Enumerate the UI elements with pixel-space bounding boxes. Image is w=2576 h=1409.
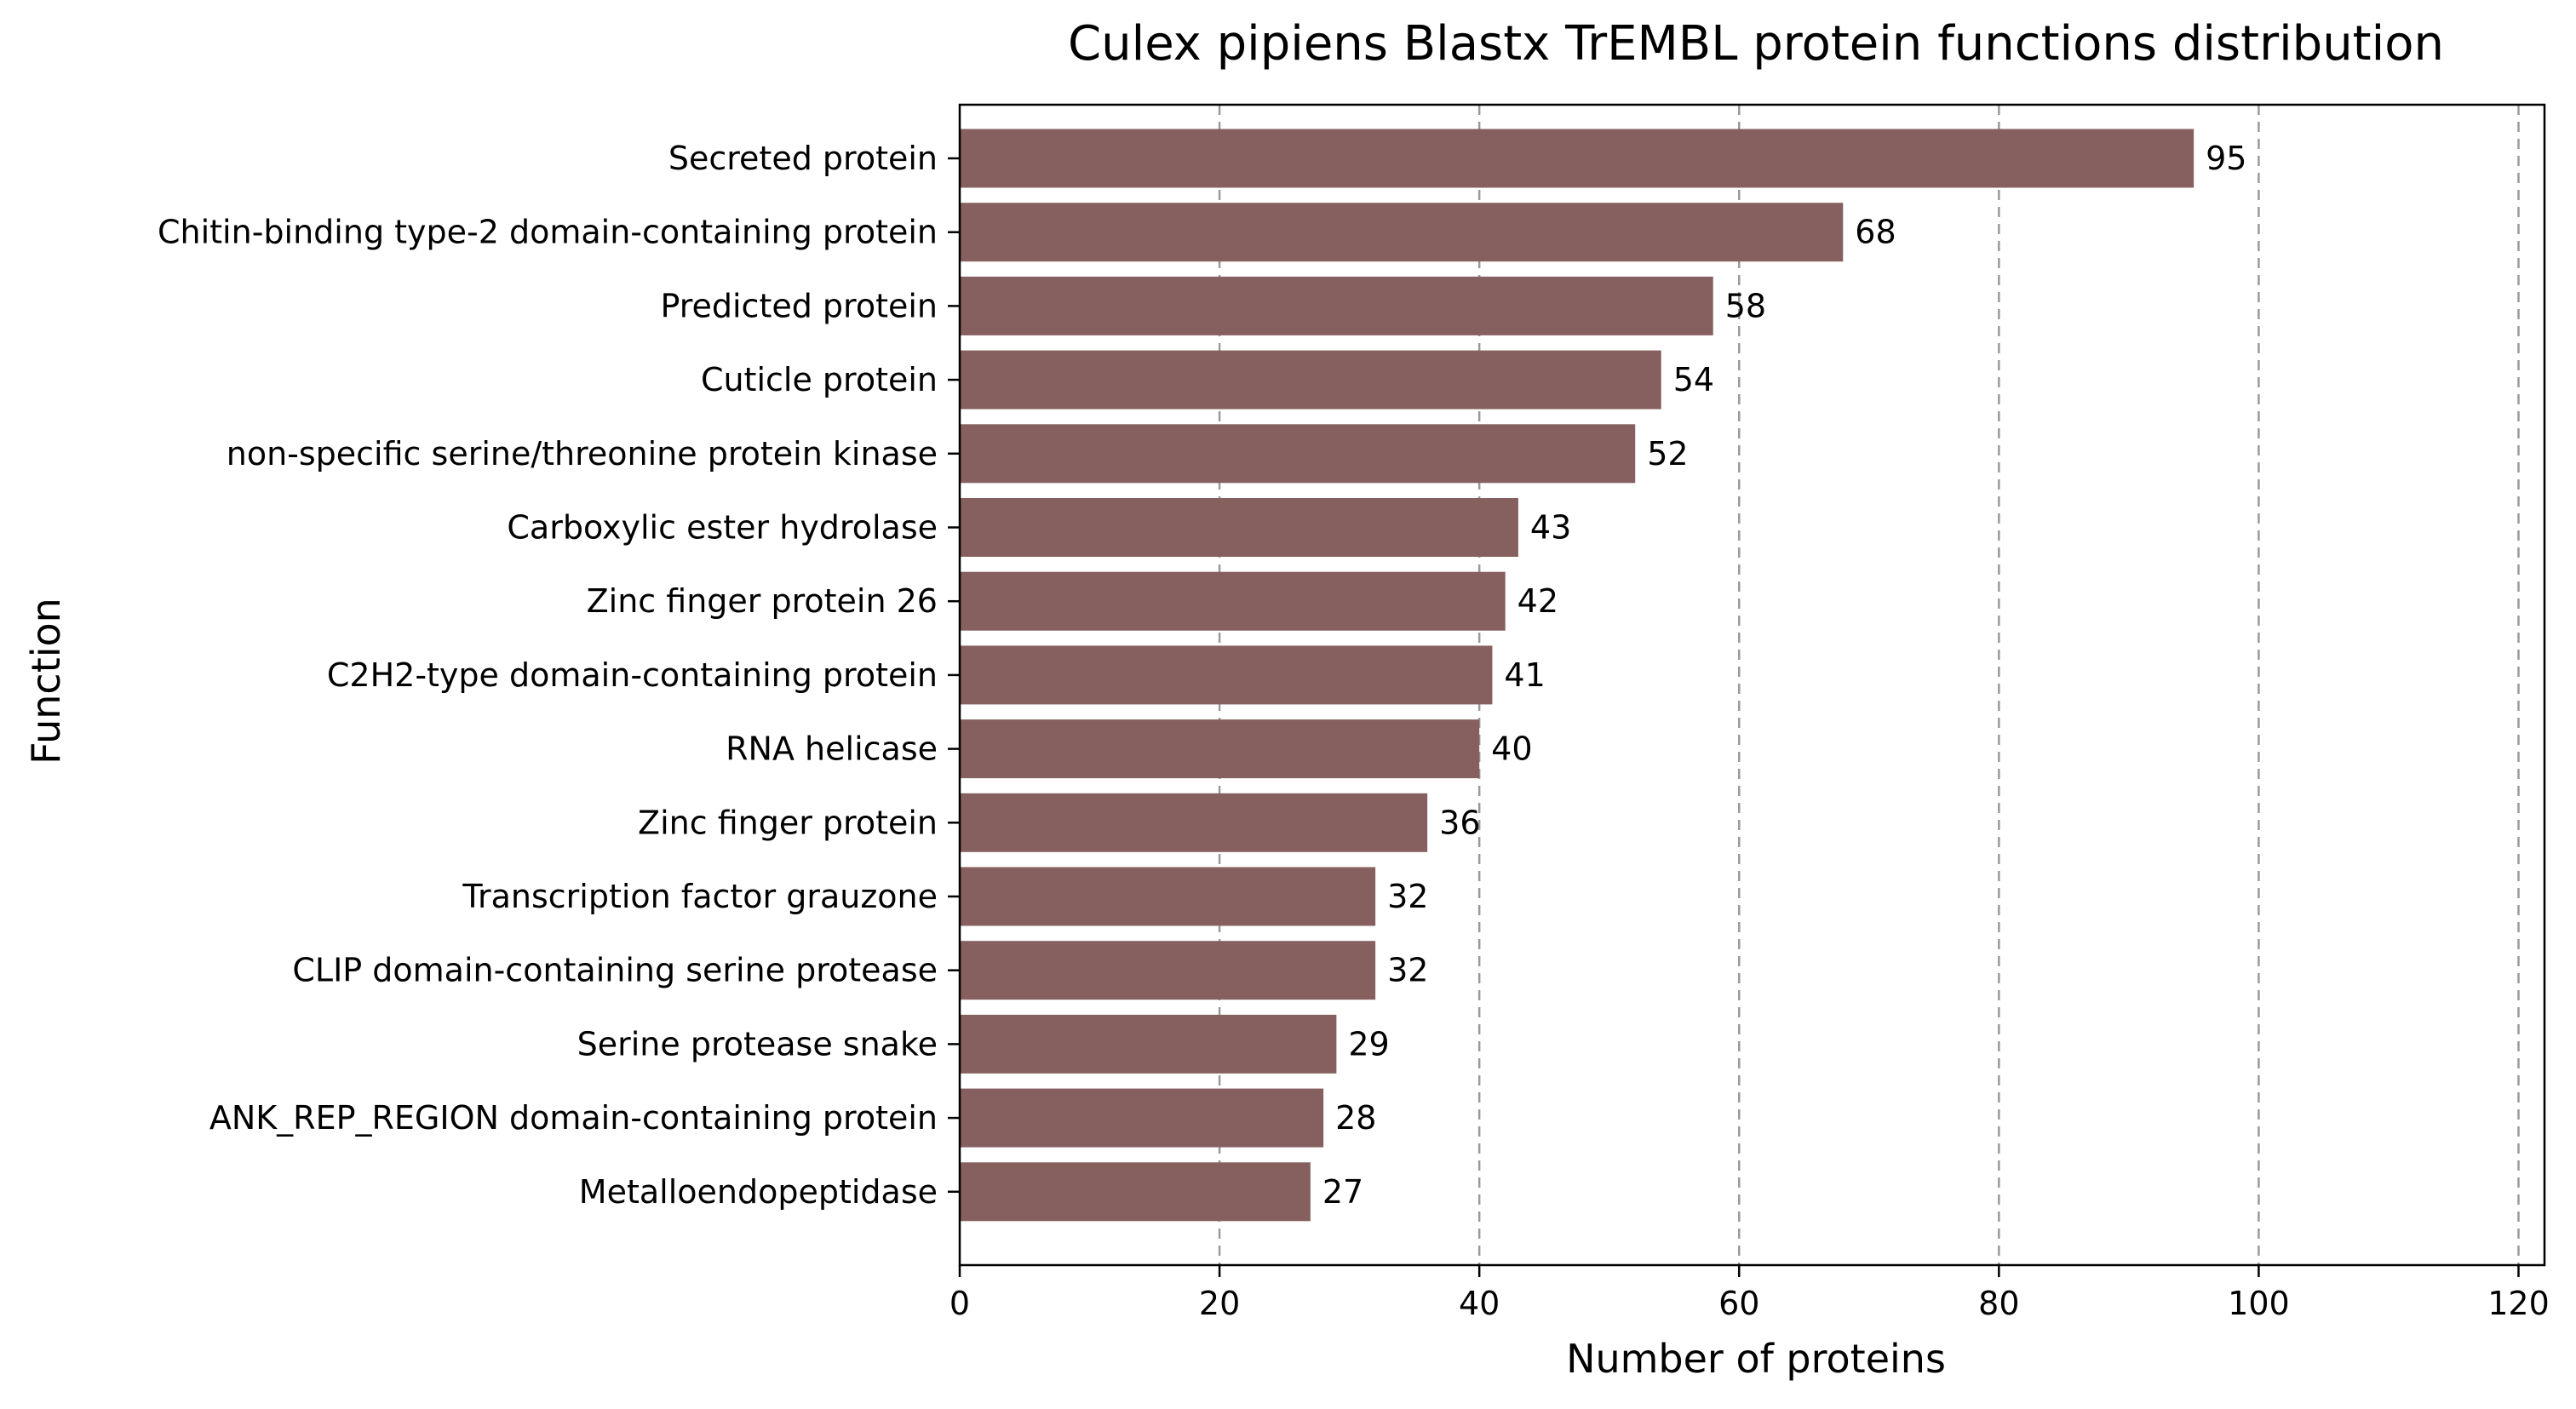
value-label-2: 68 <box>1855 214 1896 251</box>
x-tick-label-80: 80 <box>1978 1285 2019 1322</box>
y-tick-label-6: Carboxylic ester hydrolase <box>507 509 938 547</box>
bars <box>960 129 2194 1222</box>
y-tick-labels: Secreted protein Chitin-binding type-2 do… <box>158 140 960 1211</box>
bar-15 <box>960 1162 1311 1222</box>
y-tick-label-5: non-specific serine/threonine protein ki… <box>227 435 938 473</box>
bar-6 <box>960 498 1518 557</box>
y-tick-label-2: Chitin-binding type-2 domain-containing … <box>158 214 938 251</box>
plot-frame <box>958 103 2546 1267</box>
bar-10 <box>960 793 1428 852</box>
value-label-6: 43 <box>1530 509 1571 547</box>
bar-11 <box>960 867 1376 926</box>
bar-12 <box>960 941 1376 1000</box>
x-tick-label-60: 60 <box>1718 1285 1759 1322</box>
value-label-5: 52 <box>1647 435 1688 473</box>
x-tick-label-120: 120 <box>2487 1285 2550 1322</box>
value-label-13: 29 <box>1348 1025 1389 1062</box>
y-tick-label-12: CLIP domain-containing serine protease <box>292 952 938 989</box>
bar-9 <box>960 719 1480 779</box>
bar-1 <box>960 129 2194 188</box>
y-tick-label-3: Predicted protein <box>660 287 938 324</box>
y-tick-label-14: ANK_REP_REGION domain-containing protein <box>209 1099 938 1137</box>
bar-5 <box>960 424 1636 484</box>
y-tick-label-13: Serine protease snake <box>577 1025 938 1062</box>
y-tick-label-10: Zinc finger protein <box>638 804 938 841</box>
bar-7 <box>960 571 1506 631</box>
y-tick-label-1: Secreted protein <box>668 140 938 177</box>
value-label-1: 95 <box>2206 140 2246 177</box>
y-tick-label-11: Transcription factor grauzone <box>462 878 938 915</box>
chart-title: Culex pipiens Blastx TrEMBL protein func… <box>1068 16 2444 72</box>
x-tick-label-40: 40 <box>1459 1285 1500 1322</box>
y-tick-label-4: Cuticle protein <box>701 361 938 398</box>
value-label-4: 54 <box>1673 361 1714 398</box>
value-label-8: 41 <box>1504 656 1545 694</box>
value-labels: 95 68 58 54 52 43 42 41 40 36 32 32 29 28 27 <box>1322 140 2247 1211</box>
y-tick-label-15: Metalloendopeptidase <box>579 1173 938 1211</box>
value-label-10: 36 <box>1439 804 1480 841</box>
bar-13 <box>960 1014 1337 1074</box>
value-label-15: 27 <box>1322 1173 1363 1211</box>
bar-4 <box>960 350 1661 410</box>
value-label-7: 42 <box>1517 582 1558 620</box>
x-tick-label-100: 100 <box>2228 1285 2290 1322</box>
x-axis-title: Number of proteins <box>1566 1336 1946 1382</box>
bar-8 <box>960 645 1493 705</box>
value-label-11: 32 <box>1387 878 1428 915</box>
x-tick-label-20: 20 <box>1199 1285 1240 1322</box>
value-label-3: 58 <box>1725 287 1766 324</box>
bar-3 <box>960 276 1713 335</box>
y-tick-label-8: C2H2-type domain-containing protein <box>327 656 938 694</box>
bar-2 <box>960 203 1844 262</box>
x-ticks: 0 20 40 60 80 100 120 <box>950 1265 2550 1322</box>
value-label-9: 40 <box>1491 730 1532 768</box>
x-tick-label-0: 0 <box>950 1285 970 1322</box>
value-label-14: 28 <box>1335 1099 1376 1137</box>
y-tick-label-7: Zinc finger protein 26 <box>587 582 938 620</box>
y-tick-label-9: RNA helicase <box>726 730 938 768</box>
value-label-12: 32 <box>1387 952 1428 989</box>
y-axis-title: Function <box>23 598 69 765</box>
bar-14 <box>960 1088 1324 1148</box>
